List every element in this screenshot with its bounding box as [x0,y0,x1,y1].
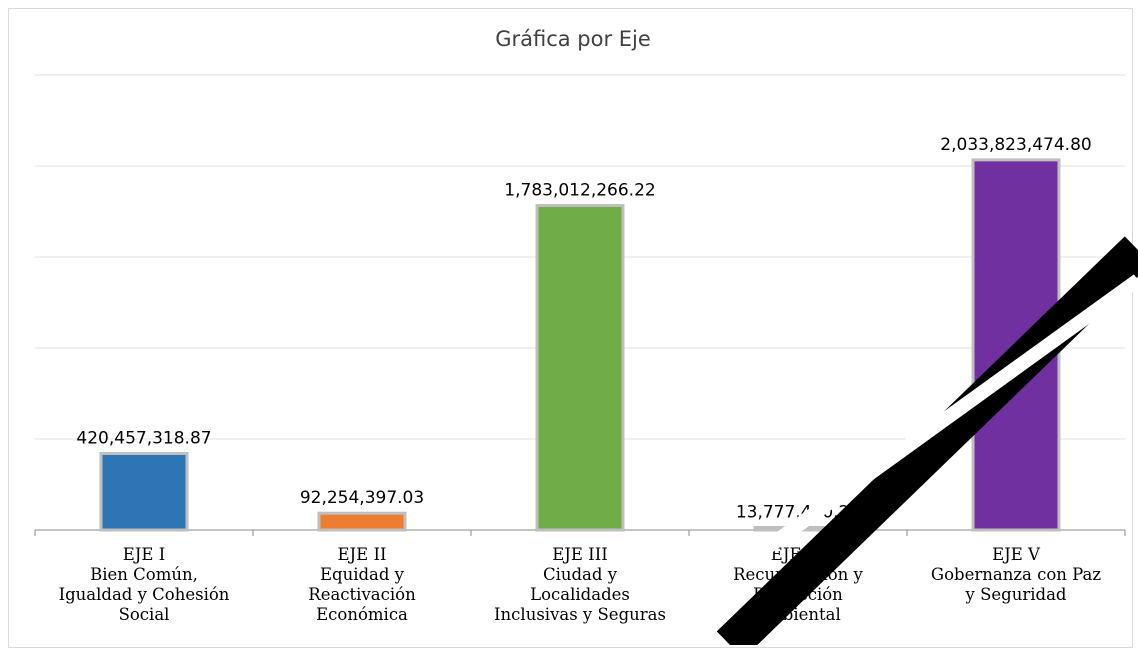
category-label-eje-2-line-1: EJE II [338,545,387,564]
x-axis-ticks [34,530,1126,536]
category-label-eje-1-line-2: Bien Común, [90,565,198,584]
bar-eje-3 [535,203,625,532]
data-label-eje-3: 1,783,012,266.22 [504,180,655,200]
category-label-eje-1-line-1: EJE I [123,545,165,564]
category-label-eje-2-line-2: Equidad y [320,565,405,584]
category-label-eje-3-line-2: Ciudad y [543,565,618,584]
category-label-eje-5-line-2: Gobernanza con Paz [931,565,1101,584]
bars [99,158,1061,532]
category-label-eje-3-line-1: EJE III [552,545,608,564]
bar-eje-1 [99,451,189,532]
category-label-eje-1-line-4: Social [119,605,170,624]
watermark-stamp [716,236,1138,645]
watermark-slash [716,236,1138,645]
data-labels: 420,457,318.87 92,254,397.03 1,783,012,266… [76,135,1091,523]
category-label-eje-3-line-4: Inclusivas y Seguras [494,605,666,624]
category-label-eje-2-line-3: Reactivación [308,585,416,604]
category-label-eje-1-line-3: Igualdad y Cohesión [59,585,230,604]
category-label-eje-5-line-3: y Seguridad [965,585,1067,604]
data-label-eje-2: 92,254,397.03 [300,488,424,508]
category-label-eje-3-line-3: Localidades [530,585,630,604]
category-label-eje-2-line-4: Económica [316,605,408,624]
data-label-eje-5: 2,033,823,474.80 [940,135,1091,155]
bar-eje-2 [317,511,407,532]
chart-title: Gráfica por Eje [495,27,651,51]
data-label-eje-1: 420,457,318.87 [76,428,211,448]
category-label-eje-5-line-1: EJE V [992,545,1041,564]
watermark-gap [745,274,1138,566]
